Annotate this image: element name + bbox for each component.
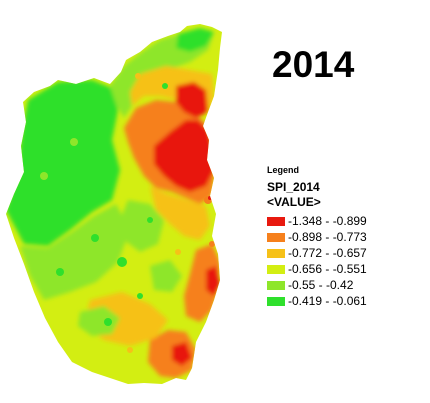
legend-swatch — [267, 296, 285, 306]
legend-items: -1.348 - -0.899 -0.898 - -0.773 -0.772 - -… — [267, 213, 417, 309]
patch-yellow — [193, 229, 199, 235]
zone-lightgreen-center — [120, 200, 164, 252]
patch-green — [70, 138, 78, 146]
patch-yellow — [135, 73, 141, 79]
legend-item: -1.348 - -0.899 — [267, 213, 417, 229]
map-title: 2014 — [272, 44, 355, 85]
legend-swatch — [267, 216, 285, 226]
legend-swatch — [267, 280, 285, 290]
legend-item-label: -0.898 - -0.773 — [288, 230, 367, 244]
zone-red-east — [206, 266, 220, 296]
legend-layer-name: SPI_2014 — [267, 180, 320, 194]
patch-green — [162, 83, 168, 89]
patch-green — [137, 293, 143, 299]
zone-green-north — [176, 28, 214, 52]
legend-item: -0.898 - -0.773 — [267, 229, 417, 245]
patch-red — [208, 196, 212, 200]
patch-green — [56, 268, 64, 276]
legend-item-label: -0.772 - -0.657 — [288, 246, 367, 260]
legend-item: -0.772 - -0.657 — [267, 245, 417, 261]
legend-field-name: <VALUE> — [267, 195, 321, 209]
legend-item: -0.55 - -0.42 — [267, 277, 417, 293]
patch-orange — [209, 241, 215, 247]
zone-red-north — [176, 82, 208, 118]
patch-green — [104, 318, 112, 326]
patch-green — [147, 217, 153, 223]
patch-yellow — [127, 347, 133, 353]
patch-yellow — [175, 249, 181, 255]
patch-green — [40, 172, 48, 180]
patch-green — [91, 234, 99, 242]
patch-green — [117, 257, 127, 267]
zone-orange-east — [184, 244, 220, 322]
legend-swatch — [267, 248, 285, 258]
zone-lightgreen-south — [78, 306, 120, 336]
legend-item: -0.656 - -0.551 — [267, 261, 417, 277]
legend-item-label: -0.419 - -0.061 — [288, 294, 367, 308]
legend-swatch — [267, 264, 285, 274]
zone-lightgreen-west — [20, 204, 130, 300]
zone-red-southeast — [172, 342, 192, 366]
legend-item-label: -0.656 - -0.551 — [288, 262, 367, 276]
patch-orange — [204, 196, 212, 204]
legend-title: Legend — [267, 165, 300, 175]
zone-yellow-mid — [150, 186, 210, 240]
legend-item-label: -0.55 - -0.42 — [288, 278, 354, 292]
legend-swatch — [267, 232, 285, 242]
zone-red-main — [154, 120, 214, 192]
zone-green-west — [6, 80, 120, 246]
legend-item: -0.419 - -0.061 — [267, 293, 417, 309]
legend-item-label: -1.348 - -0.899 — [288, 214, 367, 228]
legend: Legend SPI_2014 <VALUE> -1.348 - -0.899-… — [267, 165, 417, 309]
zone-lightgreen-east — [150, 260, 182, 292]
